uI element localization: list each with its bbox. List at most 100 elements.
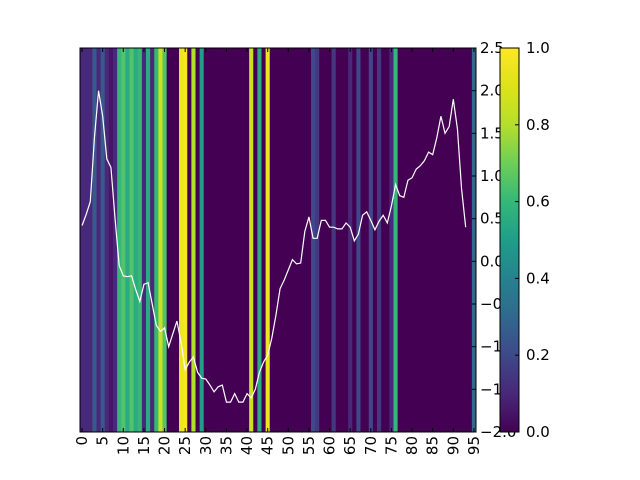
heatmap-cell xyxy=(166,48,172,432)
heatmap-cell xyxy=(430,48,436,432)
x-tick-label: 70 xyxy=(362,436,380,455)
colorbar xyxy=(499,47,520,433)
heatmap-cell xyxy=(162,48,168,432)
y2-tick-label: 1.5 xyxy=(480,124,504,142)
heatmap-cell xyxy=(224,48,229,432)
x-tick-label: 65 xyxy=(341,436,359,455)
colorbar-tick-label: 0.6 xyxy=(526,193,550,211)
heatmap-cell xyxy=(278,48,283,432)
heatmap-cell xyxy=(207,48,213,432)
heatmap-cell xyxy=(294,48,300,432)
heatmap-cell xyxy=(372,48,378,432)
y2-tick-label: 2.5 xyxy=(480,39,504,57)
heatmap-cell xyxy=(298,48,304,432)
heatmap-cell xyxy=(327,48,333,432)
heatmap-cell xyxy=(154,48,159,432)
line-series xyxy=(81,90,467,403)
heatmap-cell xyxy=(108,48,114,432)
heatmap-cell xyxy=(121,48,126,432)
heatmap-cell xyxy=(286,48,291,432)
heatmap-cell xyxy=(236,48,242,432)
x-tick-label: 40 xyxy=(238,436,256,455)
heatmap-cell xyxy=(96,48,102,432)
x-axis: 0 5 10 15 20 25 30 35 40 45 50 55 60 65 70 75 80 85 90 95 xyxy=(73,48,483,455)
line-series-layer xyxy=(81,90,467,403)
heatmap-cell xyxy=(228,48,234,432)
x-tick-label: 0 xyxy=(73,436,91,446)
x-tick-label: 30 xyxy=(197,436,215,455)
heatmap-cell xyxy=(100,48,106,432)
heatmap-cell xyxy=(191,48,196,432)
heatmap-cell xyxy=(397,48,403,432)
heatmap-cell xyxy=(319,48,324,432)
heatmap-cell xyxy=(80,48,85,432)
y2-tick-label: 0.0 xyxy=(480,252,504,270)
heatmap-cell xyxy=(150,48,155,432)
heatmap-cell xyxy=(212,48,217,432)
heatmap-cell xyxy=(92,48,97,432)
heatmap-cell xyxy=(463,48,469,432)
heatmap-cell xyxy=(451,48,456,432)
heatmap-cell xyxy=(339,48,345,432)
heatmap-cell xyxy=(385,48,390,432)
heatmap-cell xyxy=(117,48,122,432)
heatmap-cell xyxy=(410,48,415,432)
heatmap-cell xyxy=(125,48,130,432)
heatmap-cell xyxy=(146,48,151,432)
heatmap-cell xyxy=(311,48,316,432)
x-tick-label: 90 xyxy=(444,436,462,455)
heatmap-cell xyxy=(84,48,89,432)
heatmap-cell xyxy=(360,48,366,432)
colorbar-tick-label: 0.2 xyxy=(526,346,550,364)
heatmap-cell xyxy=(302,48,308,432)
colorbar-tick-label: 0.8 xyxy=(526,116,550,134)
heatmap-cell xyxy=(315,48,320,432)
y2-tick-label: 2.0 xyxy=(480,82,504,100)
x-tick-label: 5 xyxy=(94,436,112,446)
heatmap-cell xyxy=(170,48,176,432)
colorbar-tick-label: 0.0 xyxy=(526,423,550,441)
x-tick-label: 15 xyxy=(135,436,153,455)
heatmap-cell xyxy=(282,48,287,432)
x-tick-label: 35 xyxy=(217,436,235,455)
heatmap-cell xyxy=(104,48,110,432)
heatmap-cell xyxy=(158,48,163,432)
heatmap-cell xyxy=(203,48,209,432)
x-tick-label: 50 xyxy=(279,436,297,455)
heatmap-cell xyxy=(133,48,139,432)
heatmap-cell xyxy=(269,48,275,432)
x-tick-label: 85 xyxy=(424,436,442,455)
heatmap-cell xyxy=(137,48,143,432)
heatmap-cell xyxy=(265,48,271,432)
x-tick-label: 25 xyxy=(176,436,194,455)
x-tick-label: 95 xyxy=(465,436,483,455)
heatmap-cell xyxy=(467,48,473,432)
x-tick-label: 45 xyxy=(259,436,277,455)
heatmap-cell xyxy=(232,48,238,432)
heatmap-cell xyxy=(414,48,419,432)
x-tick-label: 80 xyxy=(403,436,421,455)
heatmap-cell xyxy=(113,48,118,432)
heatmap-cell xyxy=(368,48,374,432)
heatmap-cell xyxy=(381,48,386,432)
x-tick-label: 75 xyxy=(382,436,400,455)
heatmap-cell xyxy=(240,48,246,432)
colorbar-axis: 0.0 0.2 0.4 0.6 0.8 1.0 xyxy=(515,39,550,441)
heatmap-cell xyxy=(174,48,180,432)
heatmap-cell xyxy=(331,48,337,432)
heatmap-cell xyxy=(405,48,411,432)
colorbar-tick-label: 1.0 xyxy=(526,39,550,57)
heatmap-cell xyxy=(344,48,349,432)
heatmap-cell xyxy=(418,48,423,432)
x-tick-label: 20 xyxy=(156,436,174,455)
colorbar-tick-label: 0.4 xyxy=(526,269,550,287)
heatmap-cell xyxy=(187,48,192,432)
heatmap-columns xyxy=(80,48,477,432)
heatmap-cell xyxy=(335,48,341,432)
x-tick-label: 10 xyxy=(114,436,132,455)
heatmap-cell xyxy=(434,48,440,432)
heatmap-cell xyxy=(88,48,93,432)
heatmap-cell xyxy=(348,48,353,432)
heatmap-cell xyxy=(377,48,382,432)
